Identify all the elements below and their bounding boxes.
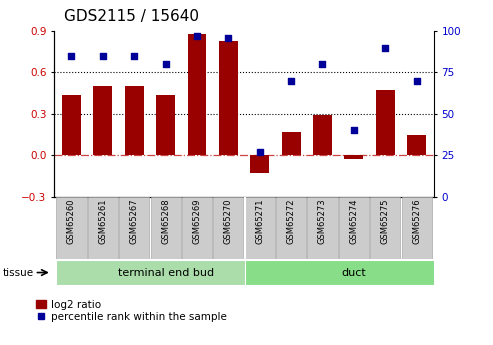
Bar: [370, 197, 400, 259]
Text: GSM65267: GSM65267: [130, 198, 139, 244]
Text: GDS2115 / 15640: GDS2115 / 15640: [64, 9, 199, 23]
Point: [224, 35, 232, 40]
Bar: [308, 197, 338, 259]
Bar: [62, 95, 81, 155]
Point: [68, 53, 75, 59]
Bar: [88, 197, 118, 259]
Text: GSM65276: GSM65276: [412, 198, 421, 244]
Bar: [150, 197, 180, 259]
Text: GSM65275: GSM65275: [381, 198, 389, 244]
Text: GSM65273: GSM65273: [318, 198, 327, 244]
Text: terminal end bud: terminal end bud: [117, 268, 213, 277]
Text: GSM65269: GSM65269: [192, 198, 202, 244]
Text: GSM65271: GSM65271: [255, 198, 264, 244]
Text: GSM65274: GSM65274: [350, 198, 358, 244]
Point: [318, 61, 326, 67]
Point: [99, 53, 107, 59]
Bar: [276, 197, 306, 259]
Bar: [182, 197, 212, 259]
Bar: [245, 197, 275, 259]
Bar: [376, 90, 394, 155]
Point: [162, 61, 170, 67]
Text: GSM65261: GSM65261: [99, 198, 107, 244]
Bar: [245, 260, 448, 285]
Point: [287, 78, 295, 83]
Text: GSM65260: GSM65260: [67, 198, 76, 244]
Bar: [345, 155, 363, 159]
Bar: [156, 95, 175, 155]
Bar: [339, 197, 369, 259]
Point: [256, 149, 264, 155]
Point: [130, 53, 138, 59]
Text: GSM65272: GSM65272: [286, 198, 296, 244]
Bar: [56, 260, 260, 285]
Text: duct: duct: [342, 268, 366, 277]
Bar: [401, 197, 432, 259]
Bar: [407, 135, 426, 155]
Bar: [187, 34, 207, 155]
Text: GSM65270: GSM65270: [224, 198, 233, 244]
Point: [193, 33, 201, 39]
Bar: [119, 197, 149, 259]
Text: tissue: tissue: [2, 268, 34, 277]
Point: [413, 78, 421, 83]
Text: GSM65268: GSM65268: [161, 198, 170, 244]
Point: [381, 45, 389, 50]
Legend: log2 ratio, percentile rank within the sample: log2 ratio, percentile rank within the s…: [35, 298, 228, 323]
Bar: [213, 197, 244, 259]
Bar: [313, 115, 332, 155]
Bar: [250, 155, 269, 173]
Point: [350, 128, 358, 133]
Bar: [282, 132, 301, 155]
Bar: [94, 86, 112, 155]
Bar: [125, 86, 143, 155]
Bar: [56, 197, 87, 259]
Bar: [219, 41, 238, 155]
